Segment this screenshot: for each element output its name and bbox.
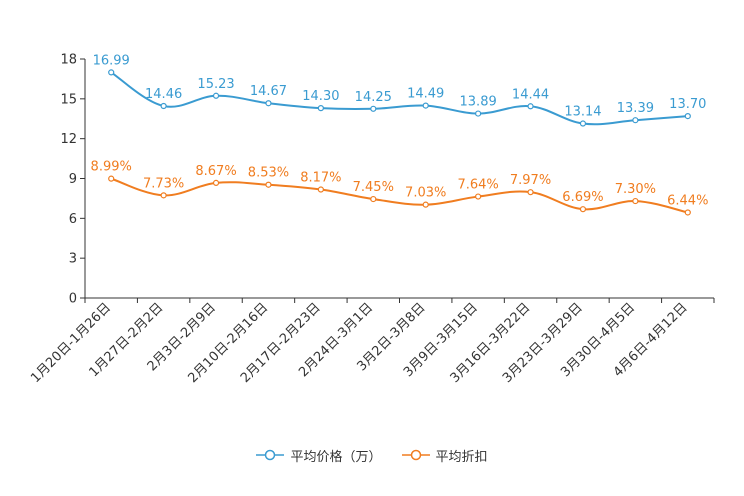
data-point [475, 193, 482, 200]
legend-price-dot [265, 449, 276, 461]
data-point [265, 181, 272, 188]
data-point [422, 102, 429, 109]
y-tick-label: 9 [69, 172, 77, 187]
y-tick-label: 18 [60, 53, 77, 68]
data-label: 6.44% [667, 193, 708, 208]
legend-label-discount: 平均折扣 [435, 449, 488, 465]
data-point [317, 105, 324, 112]
data-point [579, 206, 587, 213]
data-label: 14.46 [145, 87, 182, 102]
data-label: 8.67% [195, 164, 236, 179]
data-label: 14.49 [407, 87, 444, 102]
data-label: 13.39 [617, 101, 654, 116]
data-point [160, 192, 167, 199]
data-label: 7.03% [405, 186, 446, 201]
data-point [160, 102, 167, 110]
data-label: 7.64% [457, 178, 498, 193]
data-label: 13.89 [460, 95, 497, 110]
legend-line-marker-icon [256, 449, 285, 461]
series-line [110, 71, 688, 126]
data-point [212, 179, 220, 186]
series-discount: 8.99% 7.73% 8.67% 8.53% 8.17% 7.45% 7.03% 7.64%… [91, 160, 708, 216]
y-tick-label: 6 [69, 212, 77, 227]
legend-label-price: 平均价格（万） [290, 449, 382, 465]
data-label: 7.45% [353, 180, 394, 195]
series-line [110, 177, 689, 214]
data-label: 8.53% [248, 166, 289, 181]
data-point [265, 100, 272, 107]
legend-line-marker-icon [401, 449, 430, 461]
data-point [108, 69, 115, 76]
series-price: 16.99 14.46 15.23 14.67 14.30 14.25 14.49 13.89… [93, 53, 706, 127]
data-label: 7.97% [510, 173, 551, 188]
data-point [475, 110, 482, 117]
data-point [212, 92, 220, 99]
data-label: 14.44 [512, 87, 549, 102]
series-layer: 16.99 14.46 15.23 14.67 14.30 14.25 14.49 13.89… [91, 53, 708, 216]
data-point [317, 186, 324, 193]
data-label: 16.99 [93, 53, 130, 68]
data-point [527, 189, 534, 196]
data-point [684, 209, 691, 216]
data-label: 6.69% [562, 190, 603, 205]
data-point [108, 175, 115, 182]
data-point [370, 195, 377, 203]
legend-item-discount[interactable]: 平均折扣 [401, 446, 488, 465]
data-point [370, 105, 377, 112]
data-label: 8.17% [300, 171, 341, 186]
y-tick-label: 15 [60, 92, 77, 107]
y-axis: 0 3 6 9 12 15 18 [60, 53, 86, 307]
data-label: 13.70 [669, 97, 706, 112]
data-label: 14.25 [355, 90, 392, 105]
data-label: 7.30% [615, 182, 656, 197]
data-label: 7.73% [143, 176, 184, 191]
data-label: 8.99% [91, 160, 132, 175]
legend-item-price[interactable]: 平均价格（万） [256, 446, 382, 465]
data-point [632, 197, 639, 205]
y-tick-label: 0 [69, 292, 77, 307]
data-point [527, 103, 534, 110]
y-tick-label: 3 [69, 252, 77, 267]
x-axis: 1月20日-1月26日1月27日-2月2日2月3日-2月9日2月10日-2月16… [28, 297, 715, 386]
data-point [684, 112, 691, 120]
data-label: 13.14 [564, 105, 601, 120]
data-label: 14.67 [250, 84, 287, 99]
data-point [632, 117, 639, 124]
legend: 平均价格（万） 平均折扣 [0, 444, 744, 466]
line-chart: 0 3 6 9 12 15 18 1月20日-1月26日1月27日-2月2日2月3日-2月9… [28, 53, 715, 386]
data-point [422, 201, 429, 208]
data-point [579, 120, 587, 127]
data-label: 15.23 [197, 77, 234, 92]
y-tick-label: 12 [60, 132, 77, 147]
legend-discount-dot [410, 449, 421, 461]
data-label: 14.30 [302, 89, 339, 104]
